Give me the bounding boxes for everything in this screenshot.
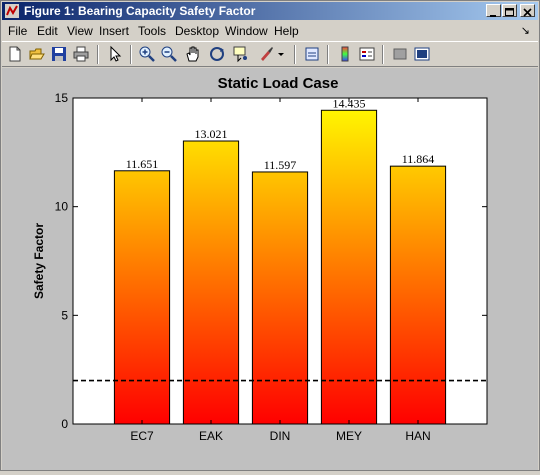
maximize-button[interactable] bbox=[502, 4, 517, 17]
y-tick-label: 0 bbox=[61, 417, 68, 431]
toolbar-separator bbox=[97, 45, 99, 64]
bar bbox=[251, 171, 309, 425]
menu-help[interactable]: Help bbox=[274, 24, 299, 38]
menu-insert[interactable]: Insert bbox=[99, 24, 130, 38]
figure-toolbar bbox=[2, 41, 538, 67]
y-axis-label: Safety Factor bbox=[32, 223, 46, 299]
data-cursor-icon[interactable] bbox=[232, 45, 250, 63]
bar-value-label: 11.864 bbox=[402, 152, 435, 166]
maximize-icon bbox=[505, 8, 514, 16]
toolbar-separator bbox=[294, 45, 296, 64]
x-tick-label: EAK bbox=[199, 429, 223, 443]
bar bbox=[320, 109, 378, 425]
toolbar-separator bbox=[130, 45, 132, 64]
minimize-icon bbox=[490, 15, 496, 17]
figure-canvas: Static Load Case Safety Factor 11.651 13.… bbox=[2, 68, 538, 470]
print-icon[interactable] bbox=[72, 45, 90, 63]
x-tick-label: HAN bbox=[405, 429, 430, 443]
x-tick-label: MEY bbox=[336, 429, 362, 443]
hide-plot-tools-icon[interactable] bbox=[391, 45, 409, 63]
link-plot-icon[interactable] bbox=[303, 45, 321, 63]
minimize-button[interactable] bbox=[486, 4, 501, 17]
title-bar[interactable]: Figure 1: Bearing Capacity Safety Factor bbox=[2, 2, 538, 20]
matlab-figure-icon bbox=[5, 4, 19, 18]
bar-value-label: 11.651 bbox=[126, 157, 159, 171]
window-title: Figure 1: Bearing Capacity Safety Factor bbox=[24, 4, 256, 18]
pan-hand-icon[interactable] bbox=[184, 45, 202, 63]
open-file-icon[interactable] bbox=[28, 45, 46, 63]
legend-icon[interactable] bbox=[358, 45, 376, 63]
chart-title: Static Load Case bbox=[218, 75, 339, 92]
bar bbox=[113, 170, 171, 425]
x-tick-label: EC7 bbox=[130, 429, 154, 443]
bar-chart: Static Load Case Safety Factor 11.651 13.… bbox=[32, 75, 488, 443]
zoom-in-icon[interactable] bbox=[138, 45, 156, 63]
brush-dropdown-icon[interactable] bbox=[276, 45, 286, 63]
y-tick-label: 10 bbox=[55, 200, 69, 214]
save-icon[interactable] bbox=[50, 45, 68, 63]
menu-desktop[interactable]: Desktop bbox=[175, 24, 220, 38]
menu-view[interactable]: View bbox=[67, 24, 93, 38]
rotate-3d-icon[interactable] bbox=[208, 45, 226, 63]
menu-edit[interactable]: Edit bbox=[37, 24, 58, 38]
edit-plot-arrow-icon[interactable] bbox=[106, 45, 124, 63]
brush-icon[interactable] bbox=[257, 45, 275, 63]
bar-value-label: 13.021 bbox=[195, 127, 228, 141]
bar-value-label: 11.597 bbox=[264, 158, 297, 172]
menu-bar: File Edit View Insert Tools Desktop Wind… bbox=[2, 21, 538, 41]
zoom-out-icon[interactable] bbox=[160, 45, 178, 63]
show-plot-tools-icon[interactable] bbox=[413, 45, 431, 63]
y-tick-label: 5 bbox=[61, 308, 68, 322]
colorbar-icon[interactable] bbox=[336, 45, 354, 63]
toolbar-separator bbox=[327, 45, 329, 64]
x-tick-label: DIN bbox=[270, 429, 291, 443]
bar bbox=[389, 165, 447, 425]
bar bbox=[182, 140, 240, 425]
menu-tools[interactable]: Tools bbox=[138, 24, 167, 38]
new-figure-icon[interactable] bbox=[6, 45, 24, 63]
close-button[interactable] bbox=[520, 4, 535, 17]
toolbar-separator bbox=[382, 45, 384, 64]
y-tick-label: 15 bbox=[55, 91, 69, 105]
menu-window[interactable]: Window bbox=[225, 24, 268, 38]
bar-value-label: 14.435 bbox=[333, 96, 366, 110]
dock-arrow-icon[interactable]: ↘ bbox=[520, 25, 530, 37]
close-icon bbox=[523, 8, 532, 17]
menu-file[interactable]: File bbox=[8, 24, 28, 38]
